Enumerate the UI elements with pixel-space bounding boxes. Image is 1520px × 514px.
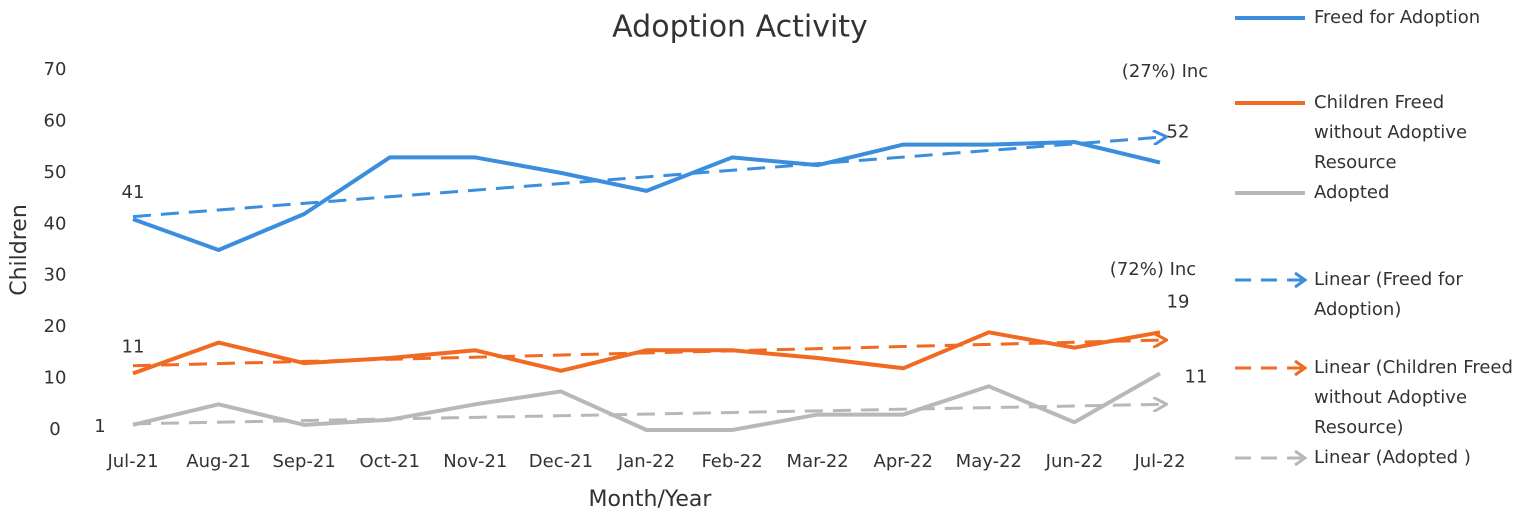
- series-line: [132, 330, 1161, 376]
- legend-arrow: [1294, 359, 1308, 377]
- y-tick-label: 40: [44, 213, 67, 234]
- data-label: 11: [1185, 366, 1208, 387]
- x-tick-label: Jan-22: [617, 451, 675, 472]
- legend-swatch: [1235, 359, 1308, 377]
- y-tick-label: 60: [44, 110, 67, 131]
- x-tick-label: Nov-21: [443, 451, 507, 472]
- data-label: 11: [122, 336, 145, 357]
- legend-item: Linear (Adopted ): [1225, 443, 1514, 473]
- y-tick-label: 0: [49, 419, 60, 440]
- chart-title: Adoption Activity: [612, 10, 868, 45]
- series-line: [132, 140, 1161, 252]
- x-tick-label: Aug-21: [186, 451, 251, 472]
- y-tick-label: 10: [44, 368, 67, 389]
- legend-label: Linear (Adopted ): [1314, 447, 1471, 468]
- legend-item: Adopted: [1225, 178, 1514, 208]
- legend-swatch: [1235, 271, 1308, 289]
- y-axis-label: Children: [7, 204, 32, 296]
- y-tick-label: 50: [44, 162, 67, 183]
- legend-label: Linear (Children Freed without Adoptive …: [1314, 357, 1513, 438]
- data-label: 52: [1167, 122, 1190, 143]
- y-tick-label: 30: [44, 265, 67, 286]
- trendline: [132, 340, 1165, 368]
- legend-arrow: [1294, 271, 1308, 289]
- legend-swatch: [1235, 191, 1305, 195]
- data-label: 19: [1167, 291, 1190, 312]
- y-tick-label: 20: [44, 316, 67, 337]
- x-axis-label: Month/Year: [589, 487, 713, 512]
- legend-label: Children Freed without Adoptive Resource: [1314, 92, 1468, 173]
- x-tick-label: Jun-22: [1045, 451, 1104, 472]
- legend-swatch: [1235, 16, 1305, 20]
- x-tick-label: Oct-21: [359, 451, 420, 472]
- annotation: (27%) Inc: [1122, 61, 1208, 82]
- trendline: [132, 404, 1165, 426]
- x-tick-label: Mar-22: [787, 451, 849, 472]
- x-tick-label: Feb-22: [701, 451, 762, 472]
- legend-swatch: [1235, 101, 1305, 105]
- annotation: (72%) Inc: [1110, 259, 1196, 280]
- legend-label: Adopted: [1314, 182, 1390, 203]
- y-tick-label: 70: [44, 59, 67, 80]
- data-label: 1: [94, 416, 105, 437]
- x-tick-label: Sep-21: [273, 451, 336, 472]
- legend-item: Freed for Adoption: [1225, 3, 1514, 33]
- chart: Adoption Activity Month/Year Children (2…: [7, 10, 1208, 513]
- data-label: 41: [122, 182, 145, 203]
- legend-label: Linear (Freed for Adoption): [1314, 269, 1463, 320]
- legend-item: Linear (Freed for Adoption): [1225, 265, 1514, 325]
- legend-item: Linear (Children Freed without Adoptive …: [1225, 353, 1514, 443]
- x-tick-label: May-22: [956, 451, 1022, 472]
- x-tick-label: Jul-21: [106, 451, 158, 472]
- legend-swatch: [1235, 449, 1308, 467]
- legend-arrow: [1294, 449, 1308, 467]
- x-tick-label: Dec-21: [529, 451, 593, 472]
- legend-item: Children Freed without Adoptive Resource: [1225, 88, 1514, 178]
- x-tick-label: Apr-22: [874, 451, 933, 472]
- series-line: [132, 371, 1161, 432]
- legend-label: Freed for Adoption: [1314, 7, 1481, 28]
- trendline: [132, 137, 1165, 219]
- x-tick-label: Jul-22: [1133, 451, 1185, 472]
